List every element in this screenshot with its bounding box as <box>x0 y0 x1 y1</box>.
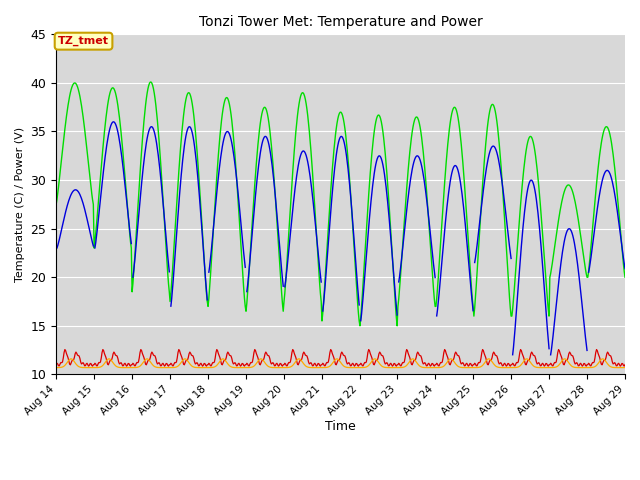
Battery V <box>180 362 188 368</box>
Air T <box>179 156 187 162</box>
Battery V <box>428 360 436 366</box>
Panel T <box>412 115 419 121</box>
Title: Tonzi Tower Met: Temperature and Power: Tonzi Tower Met: Temperature and Power <box>198 15 483 29</box>
Panel T <box>121 174 129 180</box>
Solar V <box>52 365 60 371</box>
Air T <box>410 159 417 165</box>
Air T <box>63 206 70 212</box>
Air T <box>621 266 629 272</box>
Solar V <box>180 356 188 362</box>
Panel T <box>428 265 436 271</box>
Solar V <box>211 364 218 370</box>
Line: Battery V: Battery V <box>56 349 625 366</box>
Air T <box>426 231 434 237</box>
Line: Air T: Air T <box>57 122 625 355</box>
Panel T <box>180 113 188 119</box>
Battery V <box>61 347 68 352</box>
Battery V <box>412 357 419 363</box>
Panel T <box>147 79 154 85</box>
Legend: Panel T, Battery V, Air T, Solar V: Panel T, Battery V, Air T, Solar V <box>159 476 522 480</box>
Battery V <box>52 362 60 368</box>
Battery V <box>211 359 218 365</box>
Text: TZ_tmet: TZ_tmet <box>58 36 109 46</box>
Air T <box>209 232 217 238</box>
Panel T <box>52 202 60 207</box>
Solar V <box>123 365 131 371</box>
X-axis label: Time: Time <box>325 420 356 433</box>
Air T <box>121 182 129 188</box>
Line: Panel T: Panel T <box>56 82 625 326</box>
Panel T <box>621 275 629 280</box>
Battery V <box>123 363 131 369</box>
Solar V <box>67 356 75 362</box>
Solar V <box>90 365 97 371</box>
Battery V <box>63 353 71 359</box>
Solar V <box>621 365 629 371</box>
Panel T <box>63 114 70 120</box>
Panel T <box>210 223 218 229</box>
Solar V <box>412 358 419 363</box>
Y-axis label: Temperature (C) / Power (V): Temperature (C) / Power (V) <box>15 127 25 282</box>
Battery V <box>621 362 629 368</box>
Solar V <box>428 365 436 371</box>
Panel T <box>356 323 364 329</box>
Solar V <box>63 360 70 366</box>
Line: Solar V: Solar V <box>56 359 625 368</box>
Battery V <box>84 363 92 369</box>
